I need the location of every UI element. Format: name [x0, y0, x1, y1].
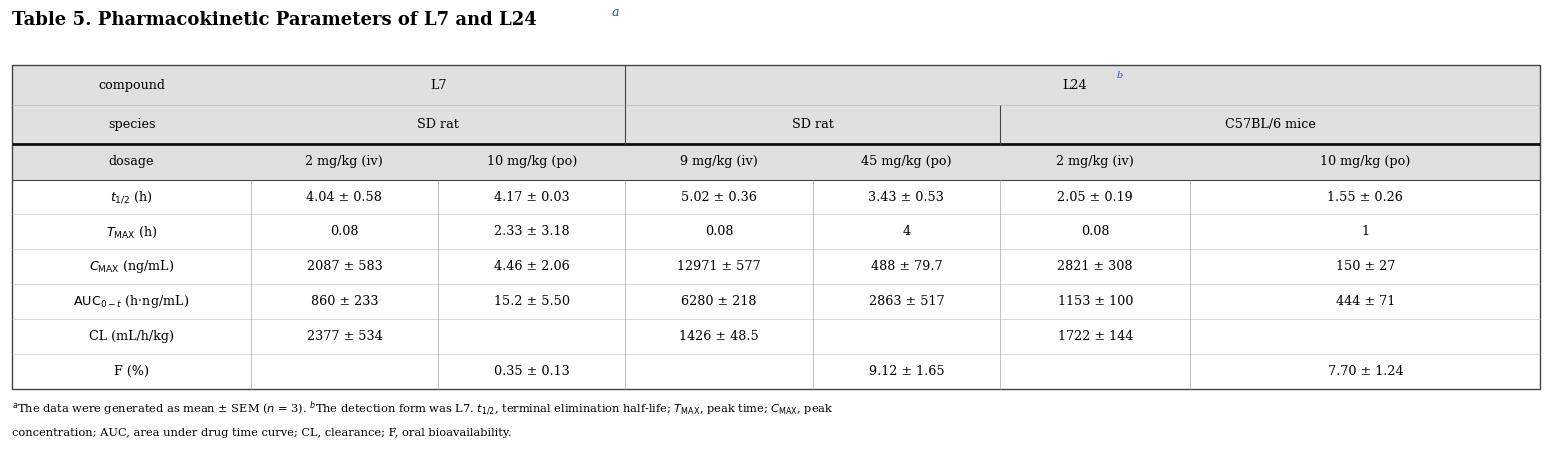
Text: $T_{\mathrm{MAX}}$ (h): $T_{\mathrm{MAX}}$ (h) [105, 225, 158, 239]
Text: 2 mg/kg (iv): 2 mg/kg (iv) [305, 156, 384, 168]
Text: 2821 ± 308: 2821 ± 308 [1057, 261, 1133, 274]
Text: 1.55 ± 0.26: 1.55 ± 0.26 [1327, 190, 1404, 203]
Text: 9 mg/kg (iv): 9 mg/kg (iv) [680, 156, 759, 168]
Text: 1426 ± 48.5: 1426 ± 48.5 [680, 330, 759, 343]
Text: L24: L24 [1063, 79, 1087, 91]
Text: 0.08: 0.08 [330, 225, 359, 238]
Text: SD rat: SD rat [791, 118, 834, 131]
Bar [12, 65, 1540, 215]
Bar [12, 65, 1540, 389]
Text: 0.08: 0.08 [704, 225, 734, 238]
Text: 0.35 ± 0.13: 0.35 ± 0.13 [494, 365, 570, 378]
Text: Table 5. Pharmacokinetic Parameters of L7 and L24: Table 5. Pharmacokinetic Parameters of L… [12, 11, 537, 29]
Text: 2377 ± 534: 2377 ± 534 [307, 330, 382, 343]
Text: 2 mg/kg (iv): 2 mg/kg (iv) [1056, 156, 1135, 168]
Text: C57BL/6 mice: C57BL/6 mice [1224, 118, 1316, 131]
Text: 1: 1 [1361, 225, 1370, 238]
Text: compound: compound [98, 79, 166, 91]
Text: concentration; AUC, area under drug time curve; CL, clearance; F, oral bioavaila: concentration; AUC, area under drug time… [12, 428, 512, 438]
Text: 2863 ± 517: 2863 ± 517 [868, 295, 944, 308]
Text: 5.02 ± 0.36: 5.02 ± 0.36 [681, 190, 757, 203]
Text: 2.33 ± 3.18: 2.33 ± 3.18 [494, 225, 570, 238]
Text: SD rat: SD rat [416, 118, 460, 131]
Text: species: species [108, 118, 155, 131]
Text: 2.05 ± 0.19: 2.05 ± 0.19 [1057, 190, 1133, 203]
Text: 1153 ± 100: 1153 ± 100 [1057, 295, 1133, 308]
Text: 4.04 ± 0.58: 4.04 ± 0.58 [307, 190, 382, 203]
Text: 15.2 ± 5.50: 15.2 ± 5.50 [494, 295, 570, 308]
Text: $^a$The data were generated as mean $\pm$ SEM ($n$ = 3). $^b$The detection form : $^a$The data were generated as mean $\pm… [12, 400, 834, 419]
Text: 150 ± 27: 150 ± 27 [1336, 261, 1395, 274]
Text: 4: 4 [902, 225, 910, 238]
Text: 444 ± 71: 444 ± 71 [1336, 295, 1395, 308]
Text: b: b [1118, 71, 1124, 80]
Text: 4.46 ± 2.06: 4.46 ± 2.06 [494, 261, 570, 274]
Text: 488 ± 79.7: 488 ± 79.7 [870, 261, 943, 274]
Text: 2087 ± 583: 2087 ± 583 [307, 261, 382, 274]
Text: L7: L7 [430, 79, 446, 91]
Bar [12, 180, 1540, 389]
Text: dosage: dosage [108, 156, 155, 168]
Text: $\mathrm{AUC}_{0-t}$ (h·ng/mL): $\mathrm{AUC}_{0-t}$ (h·ng/mL) [73, 293, 190, 310]
Text: 12971 ± 577: 12971 ± 577 [676, 261, 762, 274]
Text: CL (mL/h/kg): CL (mL/h/kg) [90, 330, 173, 343]
Text: 3.43 ± 0.53: 3.43 ± 0.53 [868, 190, 944, 203]
Text: 7.70 ± 1.24: 7.70 ± 1.24 [1328, 365, 1402, 378]
Text: F (%): F (%) [115, 365, 149, 378]
Text: $C_{\mathrm{MAX}}$ (ng/mL): $C_{\mathrm{MAX}}$ (ng/mL) [88, 258, 175, 275]
Text: 10 mg/kg (po): 10 mg/kg (po) [1320, 156, 1410, 168]
Text: 860 ± 233: 860 ± 233 [311, 295, 378, 308]
Text: 10 mg/kg (po): 10 mg/kg (po) [486, 156, 577, 168]
Text: 6280 ± 218: 6280 ± 218 [681, 295, 757, 308]
Text: 45 mg/kg (po): 45 mg/kg (po) [861, 156, 952, 168]
Text: $t_{1/2}$ (h): $t_{1/2}$ (h) [110, 189, 153, 205]
Text: 9.12 ± 1.65: 9.12 ± 1.65 [868, 365, 944, 378]
Text: 0.08: 0.08 [1081, 225, 1110, 238]
Text: 1722 ± 144: 1722 ± 144 [1057, 330, 1133, 343]
Text: 4.17 ± 0.03: 4.17 ± 0.03 [494, 190, 570, 203]
Text: a: a [611, 6, 619, 19]
